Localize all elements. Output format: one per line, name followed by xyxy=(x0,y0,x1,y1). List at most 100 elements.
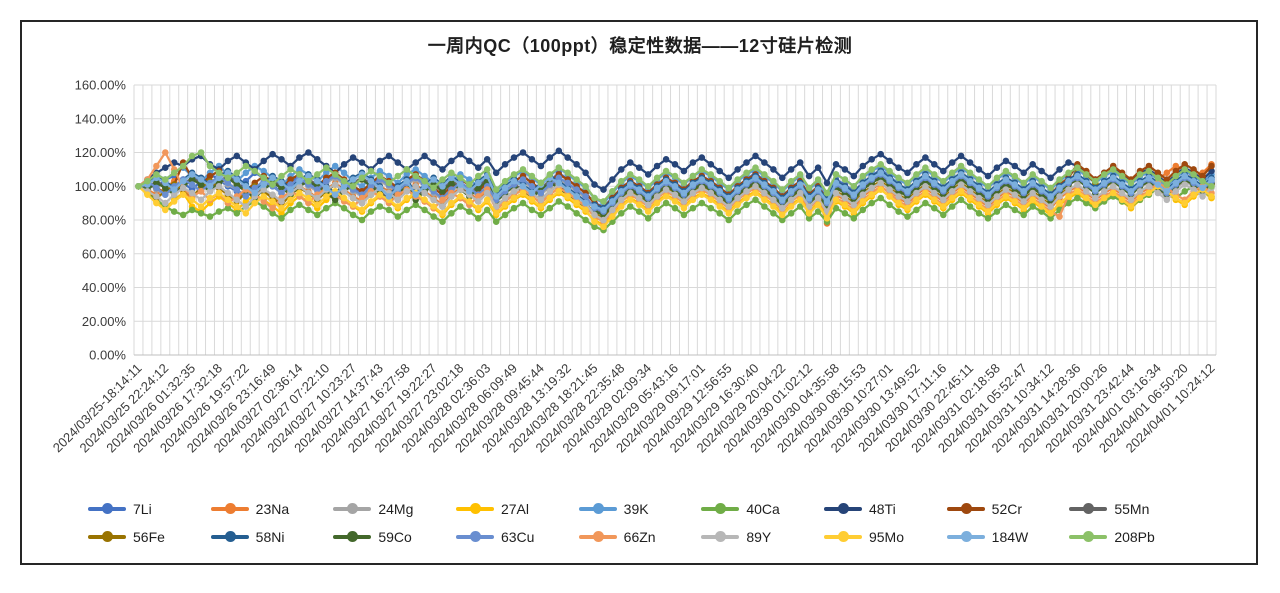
series-marker xyxy=(233,203,241,210)
series-marker xyxy=(948,169,956,177)
series-marker xyxy=(296,166,303,173)
series-marker xyxy=(922,164,929,171)
series-marker xyxy=(734,186,741,193)
series-marker xyxy=(475,198,482,205)
series-marker xyxy=(707,196,715,204)
series-marker xyxy=(931,161,938,168)
series-marker xyxy=(1056,166,1063,173)
series-marker xyxy=(635,194,643,202)
series-marker xyxy=(1136,171,1144,178)
series-marker xyxy=(787,203,795,210)
series-marker xyxy=(358,199,366,207)
series-marker xyxy=(501,177,509,185)
series-marker xyxy=(671,191,679,198)
legend-item-59Co: 59Co xyxy=(333,524,456,549)
series-marker xyxy=(179,162,187,170)
series-marker xyxy=(1199,193,1206,200)
series-marker xyxy=(868,156,875,163)
series-marker xyxy=(850,201,858,209)
series-marker xyxy=(305,172,312,180)
series-marker xyxy=(251,167,258,175)
series-marker xyxy=(1172,194,1180,202)
series-marker xyxy=(466,157,473,165)
legend-label: 7Li xyxy=(133,500,152,517)
series-marker xyxy=(957,152,965,160)
series-marker xyxy=(1118,181,1126,188)
series-marker xyxy=(349,201,357,209)
series-marker xyxy=(358,216,366,224)
series-marker xyxy=(278,198,285,205)
series-marker xyxy=(1038,186,1045,193)
series-marker xyxy=(349,211,357,219)
series-marker xyxy=(546,204,554,212)
series-marker xyxy=(913,196,920,204)
series-marker xyxy=(618,166,625,173)
series-marker xyxy=(555,164,563,171)
series-marker xyxy=(528,156,536,163)
series-marker xyxy=(233,196,241,204)
series-marker xyxy=(224,196,232,204)
series-marker xyxy=(725,210,732,217)
series-marker xyxy=(162,199,169,207)
legend-line-marker-icon xyxy=(701,531,740,542)
series-marker xyxy=(483,189,491,197)
series-marker xyxy=(179,177,187,185)
series-marker xyxy=(948,194,956,202)
series-marker xyxy=(689,181,697,188)
series-marker xyxy=(1083,199,1090,207)
series-marker xyxy=(573,199,580,207)
series-marker xyxy=(153,184,160,192)
series-marker xyxy=(609,206,616,214)
series-marker xyxy=(206,172,214,180)
series-marker xyxy=(698,176,706,183)
series-marker xyxy=(850,215,858,222)
series-marker xyxy=(403,177,411,185)
series-marker xyxy=(689,196,697,204)
series-marker xyxy=(868,174,875,182)
series-marker xyxy=(224,157,232,165)
series-marker xyxy=(144,177,151,185)
series-marker xyxy=(823,215,831,222)
series-marker xyxy=(743,179,750,187)
series-marker xyxy=(653,174,661,182)
series-marker xyxy=(975,201,983,209)
series-marker xyxy=(635,208,643,215)
series-marker xyxy=(1002,157,1010,165)
series-marker xyxy=(948,203,956,210)
series-marker xyxy=(1154,169,1162,177)
series-marker xyxy=(627,159,634,166)
series-marker xyxy=(707,171,715,178)
series-marker xyxy=(475,204,482,212)
series-marker xyxy=(931,179,938,187)
series-marker xyxy=(162,149,169,156)
series-marker xyxy=(1056,176,1063,183)
series-marker xyxy=(1011,206,1019,214)
series-marker xyxy=(734,166,741,173)
series-marker xyxy=(600,186,607,193)
series-marker xyxy=(1100,179,1108,187)
series-marker xyxy=(698,199,706,207)
series-marker xyxy=(1181,166,1188,173)
series-marker xyxy=(1038,177,1045,185)
series-marker xyxy=(635,201,643,209)
series-marker xyxy=(340,177,348,185)
series-marker xyxy=(931,204,938,212)
chart-title: 一周内QC（100ppt）稳定性数据——12寸硅片检测 xyxy=(427,36,853,56)
series-marker xyxy=(922,183,929,190)
series-marker xyxy=(385,152,393,160)
series-marker xyxy=(600,206,607,214)
series-marker xyxy=(546,154,554,161)
series-marker xyxy=(931,189,938,197)
series-marker xyxy=(314,211,321,219)
series-marker xyxy=(269,198,276,205)
series-marker xyxy=(197,203,205,210)
series-marker xyxy=(993,193,1001,200)
series-marker xyxy=(1056,213,1063,220)
series-marker xyxy=(680,179,688,187)
series-marker xyxy=(948,159,956,166)
series-marker xyxy=(376,157,384,165)
y-tick-label: 60.00% xyxy=(82,246,127,261)
series-marker xyxy=(466,188,473,195)
series-marker xyxy=(376,172,384,180)
series-marker xyxy=(716,210,723,217)
